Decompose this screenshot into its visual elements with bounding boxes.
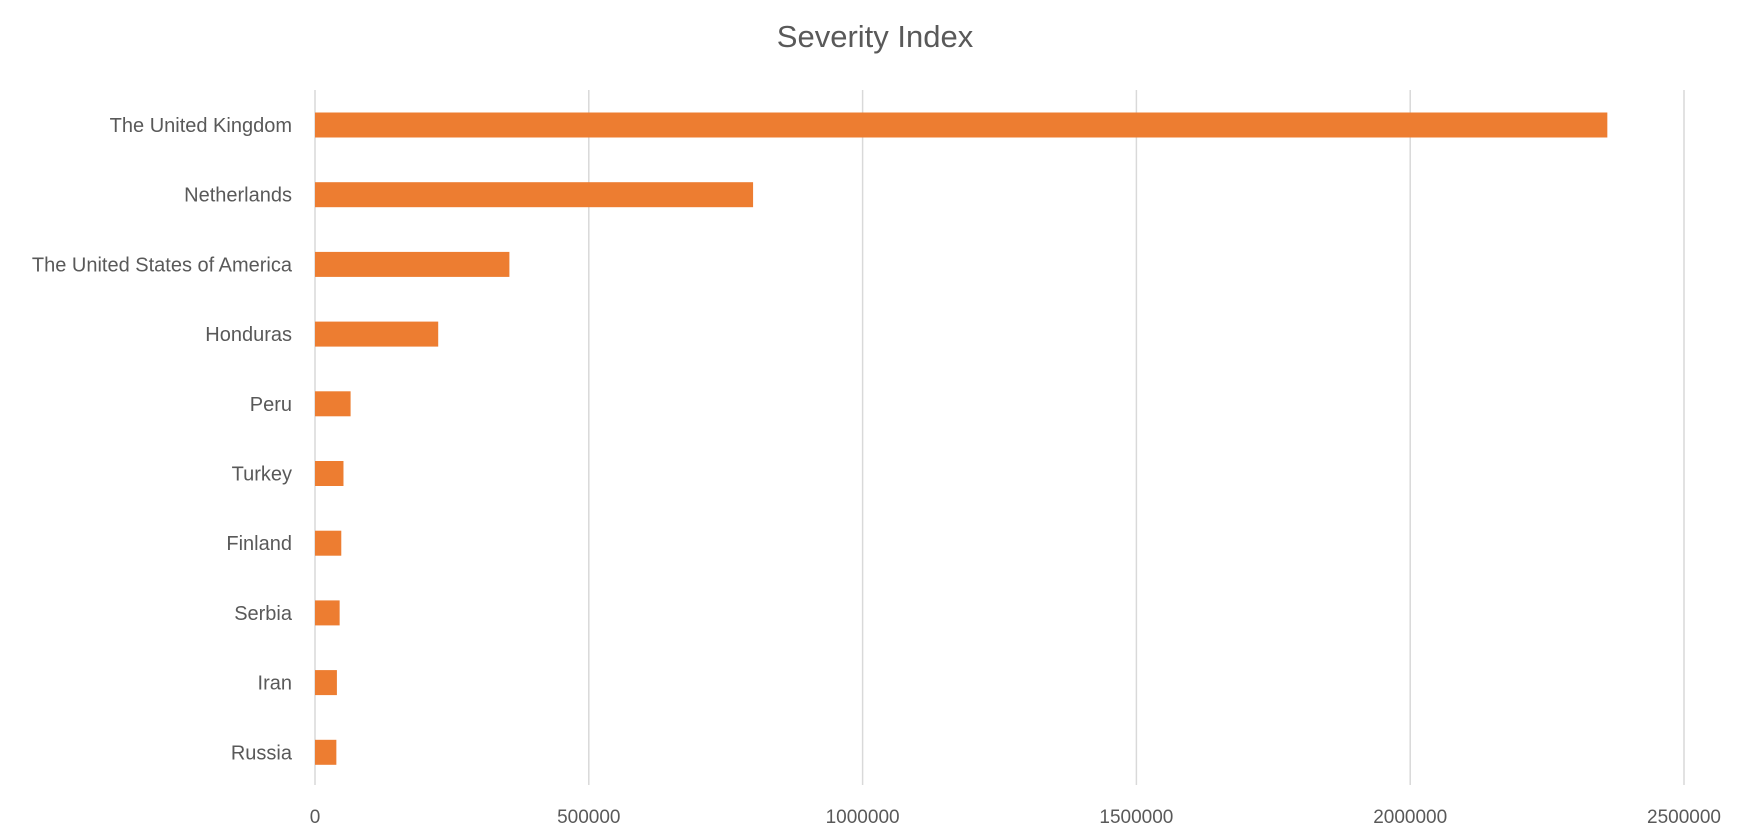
category-label: Serbia xyxy=(234,603,293,625)
category-label: Turkey xyxy=(232,464,292,486)
category-label: Peru xyxy=(250,394,292,416)
category-label: Netherlands xyxy=(184,185,292,207)
bars xyxy=(315,112,1608,765)
bar xyxy=(315,530,342,556)
category-label: The United Kingdom xyxy=(110,115,292,137)
bar xyxy=(315,391,351,417)
x-tick-label: 2500000 xyxy=(1647,807,1721,828)
x-tick-label: 1500000 xyxy=(1099,807,1173,828)
bar xyxy=(315,461,344,486)
bar xyxy=(315,321,439,347)
category-label: The United States of America xyxy=(32,254,293,276)
x-tick-labels: 0 500000 1000000 1500000 2000000 2500000 xyxy=(310,807,1721,828)
category-labels: The United Kingdom Netherlands The United … xyxy=(32,115,293,764)
bar xyxy=(315,251,510,277)
bar xyxy=(315,182,754,208)
category-label: Iran xyxy=(258,673,292,695)
chart-title: Severity Index xyxy=(777,19,974,54)
x-tick-label: 500000 xyxy=(557,807,620,828)
category-label: Finland xyxy=(226,533,292,555)
category-label: Honduras xyxy=(205,324,292,346)
bar xyxy=(315,670,337,696)
x-tick-label: 1000000 xyxy=(826,807,900,828)
x-tick-label: 0 xyxy=(310,807,321,828)
bar xyxy=(315,600,340,626)
category-label: Russia xyxy=(231,742,293,764)
bar xyxy=(315,739,337,765)
x-tick-label: 2000000 xyxy=(1373,807,1447,828)
bar xyxy=(315,112,1608,138)
